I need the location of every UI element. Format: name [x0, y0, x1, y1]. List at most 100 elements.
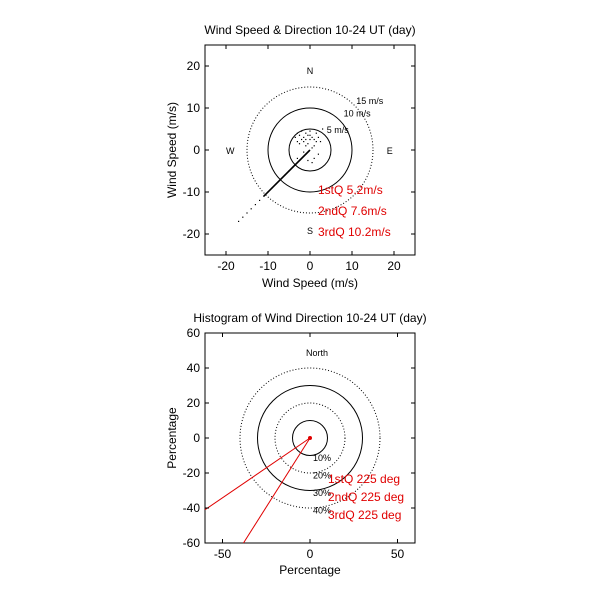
plot1-mean-vector: [263, 149, 311, 197]
plot1-point: [305, 138, 307, 141]
plot2-ring-label: 10%: [313, 453, 331, 463]
plot1-ytick-label: -20: [183, 227, 201, 241]
plot1-ring-5: [288, 128, 332, 172]
plot1-point: [303, 136, 305, 138]
plot1-ring-label: 10 m/s: [344, 108, 372, 118]
plot1-point: [301, 138, 303, 141]
plot1-point: [311, 147, 313, 149]
plot1-xtick-label: 10: [345, 259, 359, 273]
plot2-ring-40: [239, 367, 381, 509]
plot1-xlabel: Wind Speed (m/s): [262, 276, 358, 290]
plot1-points: [238, 128, 324, 222]
plot2-rings: 10% 20% 30% 40%: [239, 367, 381, 516]
plot2-ytick-label: 40: [187, 361, 201, 375]
plot2-ring-label: 30%: [313, 488, 331, 498]
plot1-point: [305, 132, 307, 134]
plot1-point: [309, 138, 311, 141]
plot1-point: [311, 136, 313, 138]
plot1-point: [305, 145, 307, 147]
plot1-point: [250, 208, 252, 210]
plot1-compass-n: N: [307, 66, 314, 76]
plot2-xtick-label: 0: [307, 547, 314, 561]
wind-speed-plot: Wind Speed & Direction 10-24 UT (day) 5 …: [165, 23, 416, 290]
plot1-compass-w: W: [226, 146, 235, 156]
plot2-ytick-label: 0: [193, 431, 200, 445]
plot1-ytick-label: -10: [183, 185, 201, 199]
plot1-point: [322, 128, 324, 130]
plot1-point: [317, 136, 319, 138]
plot2-title: Histogram of Wind Direction 10-24 UT (da…: [193, 311, 426, 325]
plot2-ytick-label: -40: [183, 501, 201, 515]
plot2-xtick-label: -50: [214, 547, 232, 561]
plot2-ring-30: [257, 385, 363, 491]
plot1-compass-s: S: [307, 226, 313, 236]
plot1-ytick-label: 0: [193, 143, 200, 157]
plot2-north-label: North: [306, 348, 328, 358]
plot1-point: [254, 204, 256, 206]
plot1-annotation-1: 1stQ 5.2m/s: [318, 183, 383, 197]
plot1-title: Wind Speed & Direction 10-24 UT (day): [204, 23, 415, 37]
plot2-ring-label: 20%: [313, 471, 331, 481]
plot1-xtick-label: -10: [259, 259, 277, 273]
plot1-point: [309, 130, 311, 132]
wind-direction-histogram: Histogram of Wind Direction 10-24 UT (da…: [165, 311, 427, 577]
plot1-annotation-2: 2ndQ 7.6m/s: [318, 204, 387, 218]
plot1-point: [296, 141, 298, 143]
plot1-point: [296, 157, 298, 159]
plot2-annotation-1: 1stQ 225 deg: [328, 472, 400, 486]
plot1-point: [313, 138, 315, 141]
plot1-xtick-label: 20: [387, 259, 401, 273]
plot2-red-lines: [204, 436, 312, 544]
plot1-compass-e: E: [387, 146, 393, 156]
plot1-point: [317, 153, 319, 155]
plot2-red-line-2: [243, 437, 311, 544]
plot1-xtick-label: -20: [217, 259, 235, 273]
plot2-annotation-2: 2ndQ 225 deg: [328, 490, 404, 504]
plot1-ytick-label: 20: [187, 59, 201, 73]
plot2-ticks: -50 0 50 60 40 20 0 -20 -40 -60: [183, 326, 415, 561]
plot1-point: [313, 157, 315, 159]
plot2-ytick-label: -20: [183, 466, 201, 480]
plot1-ring-10: [267, 107, 353, 193]
plot1-xtick-label: 0: [307, 259, 314, 273]
plot1-point: [298, 143, 301, 145]
plot1-rings: 5 m/s 10 m/s 15 m/s: [246, 86, 384, 214]
plot1-point: [303, 151, 305, 153]
plot1-ring-label: 15 m/s: [356, 96, 384, 106]
plot2-red-line-1: [204, 437, 311, 511]
plot1-point: [319, 141, 322, 143]
plot1-point: [259, 199, 261, 201]
plot1-point: [307, 143, 309, 145]
plot1-point: [298, 134, 301, 136]
plot1-ytick-label: 10: [187, 101, 201, 115]
plot1-point: [315, 141, 317, 143]
plot1-point: [294, 136, 296, 138]
plot1-annotation-3: 3rdQ 10.2m/s: [318, 225, 391, 239]
plot1-ylabel: Wind Speed (m/s): [165, 102, 179, 198]
plot1-point: [313, 145, 315, 147]
plot2-ytick-label: -60: [183, 536, 201, 550]
plot1-ring-label: 5 m/s: [327, 125, 350, 135]
plot1-compass: N S W E: [226, 66, 393, 236]
plot2-ytick-label: 60: [187, 326, 201, 340]
plot2-ring-20: [274, 402, 346, 474]
plot2-ylabel: Percentage: [165, 407, 179, 469]
plot1-point: [311, 162, 313, 164]
plot2-ytick-label: 20: [187, 396, 201, 410]
plot2-ring-10: [292, 420, 328, 456]
plot1-vector: [263, 149, 311, 197]
plot1-point: [296, 132, 298, 134]
plot1-point: [238, 220, 240, 222]
plot1-ring-15: [246, 86, 374, 214]
plot2-xtick-label: 50: [391, 547, 405, 561]
plot1-point: [246, 212, 248, 214]
plot1-point: [307, 134, 309, 136]
plot2-ring-label: 40%: [313, 506, 331, 516]
plot1-ticks: -20 -10 0 10 20 20 10 0 -10 -20: [183, 45, 415, 273]
plot1-point: [301, 130, 303, 132]
plot1-point: [309, 134, 311, 136]
plot1-point: [315, 132, 317, 134]
plot1-point: [307, 159, 309, 162]
plot2-xlabel: Percentage: [279, 563, 341, 577]
